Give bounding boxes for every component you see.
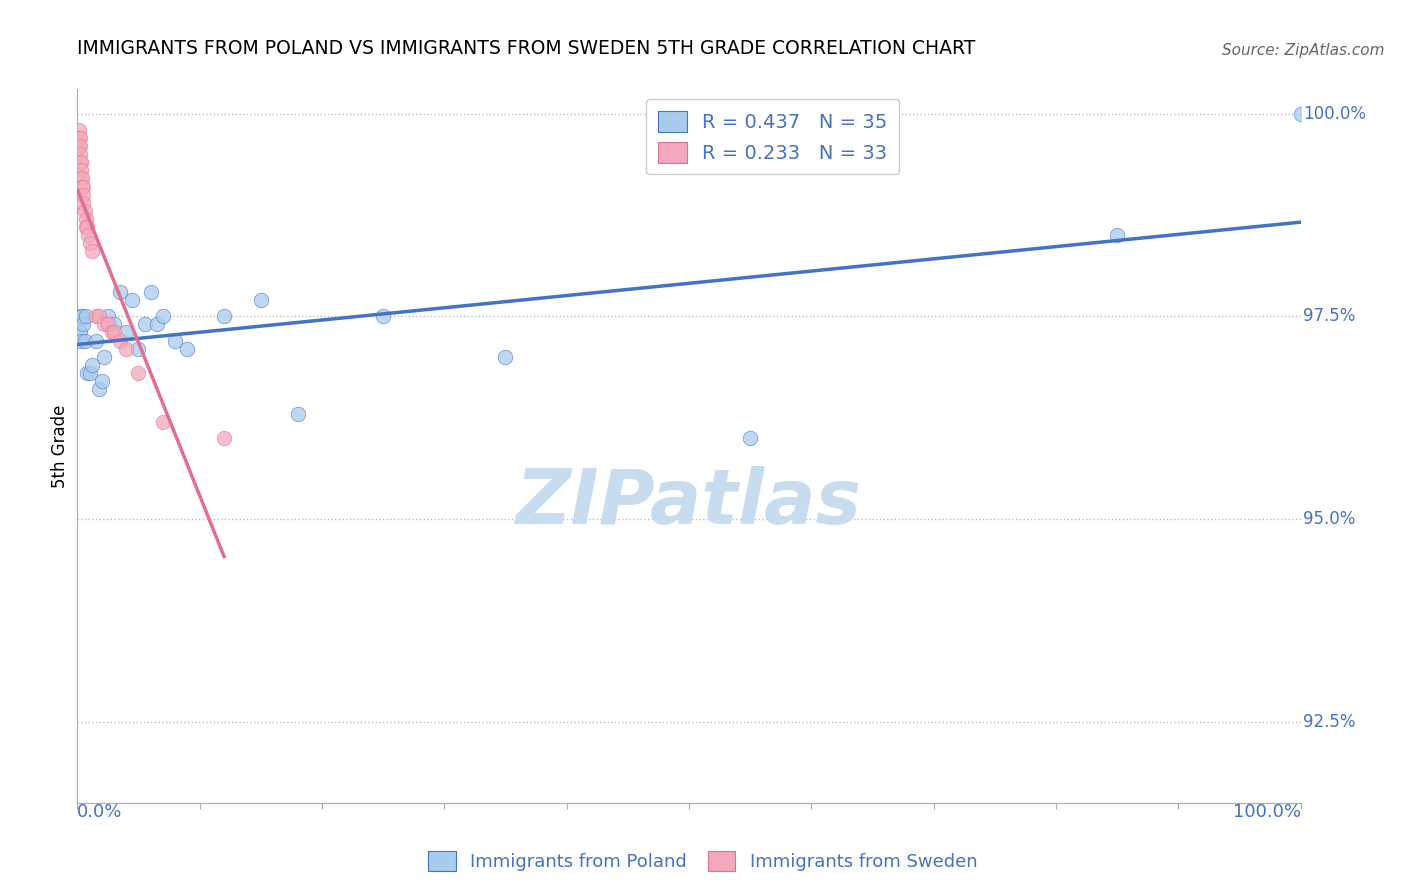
Point: [250, 293, 273, 307]
Point: [75, 310, 97, 324]
Text: Source: ZipAtlas.com: Source: ZipAtlas.com: [1222, 43, 1385, 58]
Point: [72, 179, 94, 194]
Point: [371, 310, 394, 324]
Point: [121, 293, 143, 307]
Text: 100.0%: 100.0%: [1233, 803, 1301, 821]
Point: [115, 326, 138, 340]
Point: [740, 431, 762, 445]
Point: [70, 334, 93, 348]
Point: [134, 318, 156, 332]
Point: [79, 366, 101, 380]
Point: [67, 131, 90, 145]
Text: 92.5%: 92.5%: [1303, 713, 1355, 731]
Point: [80, 358, 103, 372]
Point: [70, 171, 93, 186]
Point: [146, 318, 169, 332]
Point: [108, 285, 131, 299]
Point: [73, 203, 96, 218]
Point: [115, 342, 138, 356]
Point: [100, 326, 122, 340]
Text: 100.0%: 100.0%: [1303, 104, 1367, 122]
Point: [69, 326, 91, 340]
Point: [103, 326, 125, 340]
Point: [76, 366, 98, 380]
Point: [76, 220, 98, 235]
Point: [97, 318, 120, 332]
Point: [165, 334, 187, 348]
Point: [212, 310, 235, 324]
Point: [70, 155, 93, 169]
Point: [127, 366, 149, 380]
Point: [108, 334, 131, 348]
Point: [139, 285, 162, 299]
Point: [75, 220, 97, 235]
Point: [79, 236, 101, 251]
Point: [93, 318, 115, 332]
Point: [287, 407, 309, 421]
Point: [97, 310, 120, 324]
Point: [70, 171, 93, 186]
Text: 97.5%: 97.5%: [1303, 307, 1355, 326]
Point: [89, 382, 111, 396]
Point: [84, 310, 107, 324]
Point: [69, 155, 91, 169]
Point: [152, 415, 174, 429]
Point: [89, 310, 111, 324]
Point: [70, 310, 93, 324]
Point: [1107, 228, 1129, 243]
Point: [72, 187, 94, 202]
Point: [67, 318, 90, 332]
Point: [69, 139, 91, 153]
Point: [176, 342, 198, 356]
Point: [70, 163, 93, 178]
Point: [77, 228, 100, 243]
Point: [127, 342, 149, 356]
Point: [90, 374, 112, 388]
Point: [72, 195, 94, 210]
Point: [72, 318, 94, 332]
Y-axis label: 5th Grade: 5th Grade: [51, 404, 69, 488]
Point: [70, 179, 93, 194]
Point: [103, 318, 125, 332]
Point: [212, 431, 235, 445]
Legend: Immigrants from Poland, Immigrants from Sweden: Immigrants from Poland, Immigrants from …: [422, 844, 984, 879]
Point: [69, 147, 91, 161]
Text: IMMIGRANTS FROM POLAND VS IMMIGRANTS FROM SWEDEN 5TH GRADE CORRELATION CHART: IMMIGRANTS FROM POLAND VS IMMIGRANTS FRO…: [77, 39, 976, 58]
Point: [84, 334, 107, 348]
Point: [152, 310, 174, 324]
Point: [80, 244, 103, 259]
Point: [495, 350, 517, 364]
Point: [69, 131, 91, 145]
Text: 0.0%: 0.0%: [77, 803, 122, 821]
Text: ZIPatlas: ZIPatlas: [516, 467, 862, 540]
Point: [67, 139, 90, 153]
Point: [73, 334, 96, 348]
Text: 95.0%: 95.0%: [1303, 510, 1355, 528]
Point: [75, 211, 97, 226]
Point: [1289, 106, 1312, 120]
Point: [93, 350, 115, 364]
Legend: R = 0.437   N = 35, R = 0.233   N = 33: R = 0.437 N = 35, R = 0.233 N = 33: [647, 99, 900, 174]
Point: [67, 122, 90, 136]
Point: [70, 310, 93, 324]
